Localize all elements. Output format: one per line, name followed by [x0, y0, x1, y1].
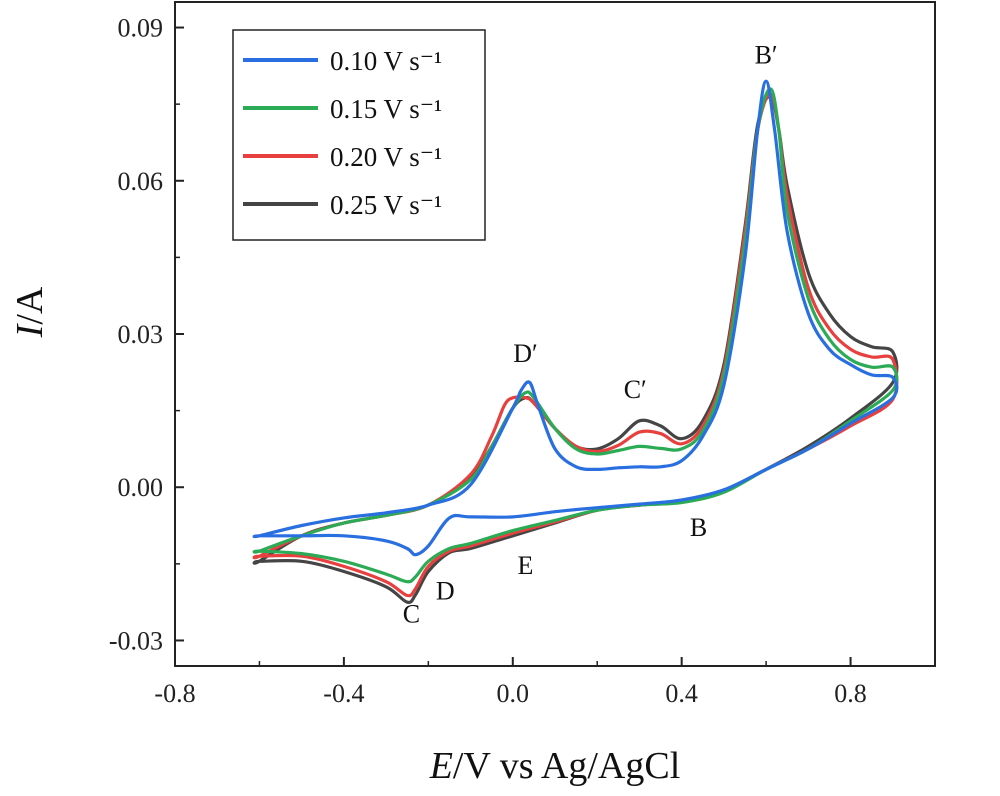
legend-label: 0.15 V s⁻¹: [330, 94, 442, 124]
x-tick-label: 0.0: [497, 679, 530, 708]
ticks-layer: -0.8 -0.4 0.0 0.4 0.8 -0.03 0.00 0.03 0.06 0.09: [109, 14, 867, 708]
peak-label: C′: [624, 375, 647, 404]
series-line-2: [252, 87, 899, 584]
annotations-layer: B′ D′ C′ B E DC: [403, 40, 778, 628]
y-axis-title: I/A: [9, 286, 51, 338]
series-line-3: [252, 92, 899, 598]
legend-label: 0.10 V s⁻¹: [330, 46, 442, 76]
legend-label: 0.20 V s⁻¹: [330, 142, 442, 172]
x-tick-label: 0.8: [834, 679, 867, 708]
peak-label: B: [690, 513, 707, 542]
y-tick-label: 0.09: [118, 14, 164, 43]
y-tick-label: 0.00: [118, 473, 164, 502]
peak-label: B′: [755, 40, 778, 69]
x-tick-label: 0.4: [665, 679, 698, 708]
peak-label: C: [403, 600, 420, 629]
peak-label: D: [436, 577, 455, 606]
peak-label: E: [517, 551, 533, 580]
x-tick-label: -0.8: [154, 679, 195, 708]
y-tick-label: 0.03: [118, 320, 164, 349]
y-tick-label: 0.06: [118, 167, 164, 196]
series-layer: [252, 79, 899, 605]
y-tick-label: -0.03: [109, 626, 163, 655]
legend-label: 0.25 V s⁻¹: [330, 190, 442, 220]
series-line-1: [252, 79, 899, 557]
peak-label: D′: [513, 339, 537, 368]
x-axis-title: E/V vs Ag/AgCl: [429, 745, 681, 787]
legend: 0.10 V s⁻¹ 0.15 V s⁻¹ 0.20 V s⁻¹ 0.25 V s⁻¹: [232, 29, 486, 241]
x-tick-label: -0.4: [323, 679, 364, 708]
